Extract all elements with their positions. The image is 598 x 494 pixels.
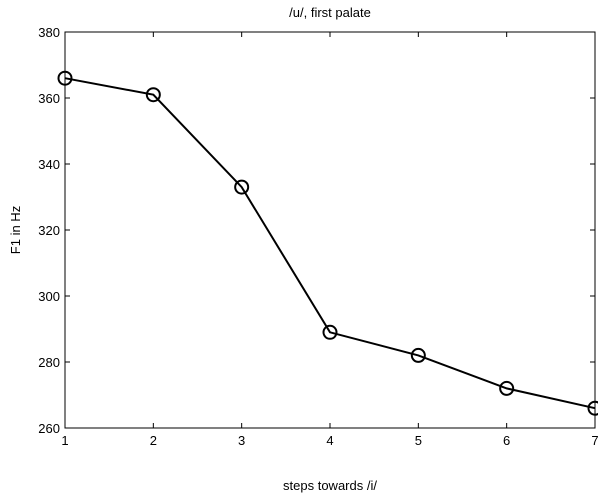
y-axis-ticks: 260 280 300 320 340 360 380 bbox=[38, 25, 595, 436]
y-tick-label: 300 bbox=[38, 289, 60, 304]
y-tick-label: 380 bbox=[38, 25, 60, 40]
x-tick-label: 5 bbox=[415, 433, 422, 448]
data-point-marker bbox=[322, 324, 338, 340]
series-markers bbox=[57, 70, 598, 416]
data-point-marker bbox=[587, 400, 598, 416]
x-axis-ticks: 1 2 3 4 5 6 7 bbox=[61, 32, 598, 448]
y-tick-label: 260 bbox=[38, 421, 60, 436]
y-axis-label: F1 in Hz bbox=[8, 206, 23, 254]
x-tick-label: 1 bbox=[61, 433, 68, 448]
data-point-marker bbox=[499, 380, 515, 396]
x-tick-label: 3 bbox=[238, 433, 245, 448]
chart-title: /u/, first palate bbox=[289, 5, 371, 20]
x-tick-label: 4 bbox=[326, 433, 333, 448]
x-tick-label: 7 bbox=[591, 433, 598, 448]
data-point-marker bbox=[410, 347, 426, 363]
y-tick-label: 360 bbox=[38, 91, 60, 106]
y-tick-label: 320 bbox=[38, 223, 60, 238]
data-point-marker bbox=[145, 87, 161, 103]
x-axis-label: steps towards /i/ bbox=[283, 478, 377, 493]
data-point-marker bbox=[234, 179, 250, 195]
plot-area bbox=[64, 31, 596, 429]
y-tick-label: 280 bbox=[38, 355, 60, 370]
data-point-marker bbox=[57, 70, 73, 86]
x-tick-label: 6 bbox=[503, 433, 510, 448]
x-tick-label: 2 bbox=[150, 433, 157, 448]
series-line bbox=[64, 77, 596, 410]
y-tick-label: 340 bbox=[38, 157, 60, 172]
